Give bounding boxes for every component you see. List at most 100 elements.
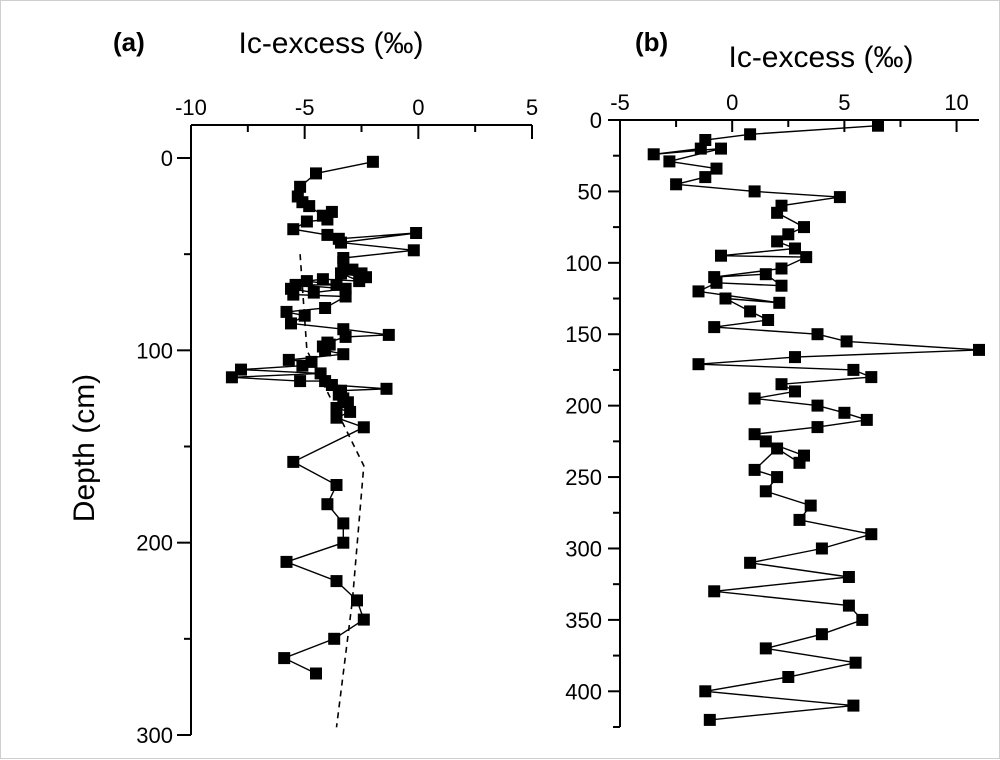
panel-b-y-tick-label: 0: [590, 108, 602, 133]
panel-a-data-point: [366, 155, 379, 168]
panel-a-y-axis-title: Depth (cm): [68, 374, 101, 522]
panel-a-data-point: [294, 375, 307, 388]
panel-a-data-point: [330, 575, 343, 588]
panel-a-data-point: [310, 167, 322, 180]
panel-b-data-point: [748, 392, 761, 405]
panel-b-data-point: [815, 542, 828, 555]
panel-b-data-point: [663, 155, 676, 168]
panel-a-data-point: [321, 213, 334, 226]
panel-a-data-point: [319, 344, 332, 357]
panel-a-data-point: [335, 267, 347, 280]
panel-a-data-point: [278, 652, 291, 665]
panel-b-data-point: [840, 335, 853, 348]
panel-a-x-tick-label: 0: [412, 95, 424, 120]
panel-b-data-point: [798, 221, 810, 234]
panel-a-data-point: [307, 286, 320, 299]
panel-b-data-point: [775, 378, 788, 391]
panel-a-data-point: [337, 255, 350, 268]
panel-b-label: (b): [635, 27, 668, 57]
panel-b-data-point: [703, 713, 716, 726]
panel-b-y-tick-label: 50: [578, 179, 602, 204]
panel-b-data-point: [699, 685, 712, 698]
panel-a-data-point: [287, 455, 300, 468]
panel-a-data-point: [351, 594, 363, 607]
panel-b-data-point: [744, 128, 757, 141]
panel-b-data-point: [833, 191, 846, 204]
panel-b-data-point: [762, 314, 775, 326]
panel-a-data-point: [335, 236, 347, 249]
panel-b-data-point: [789, 351, 801, 364]
panel-a-data-point: [316, 273, 329, 286]
panel-a-data-point: [410, 227, 423, 239]
panel-b-data-point: [782, 228, 795, 241]
panel-b-y-tick-label: 250: [565, 465, 602, 490]
panel-a-data-point: [282, 353, 295, 366]
panel-b-data-point: [847, 363, 860, 376]
panel-b-x-tick-label: 5: [838, 90, 850, 115]
panel-a-data-point: [235, 363, 247, 376]
panel-b-data-point: [865, 528, 878, 541]
panel-a-y-tick-label: 0: [161, 146, 173, 171]
panel-b-data-point: [811, 399, 824, 412]
panel-a-data-point: [298, 309, 311, 322]
panel-b-data-point: [748, 185, 761, 198]
panel-a-x-axis-title: Ic-excess (‰): [238, 27, 423, 60]
panel-a-data-point: [303, 200, 316, 213]
panel-b-x-tick-label: 10: [944, 90, 968, 115]
panel-b-data-point: [804, 499, 817, 512]
panel-b-y-tick-label: 300: [565, 536, 602, 561]
panel-a-data-point: [353, 275, 366, 288]
panel-b-data-point: [694, 142, 707, 155]
panel-b-data-point: [775, 279, 788, 292]
panel-b-data-point: [699, 171, 712, 184]
panel-a-data-point: [225, 371, 238, 384]
panel-b-data-point: [865, 371, 878, 384]
panel-b-data-point: [719, 292, 732, 305]
panel-b-y-tick-label: 350: [565, 608, 602, 633]
panel-b-data-point: [744, 305, 757, 318]
panel-b-data-point: [759, 642, 772, 655]
panel-b-x-tick-label: -5: [610, 90, 630, 115]
panel-a-data-point: [330, 479, 343, 491]
panel-b-data-point: [842, 571, 855, 583]
panel-a-data-point: [337, 517, 350, 530]
panel-a-y-tick-label: 200: [136, 531, 173, 556]
panel-b-data-point: [710, 162, 723, 175]
panel-b-data-point: [744, 556, 757, 569]
panel-b-data-point: [670, 178, 683, 191]
panel-b-data-point: [973, 343, 985, 356]
panel-b-data-point: [647, 148, 660, 161]
panel-b-data-point: [759, 268, 772, 281]
panel-b-data-point: [872, 119, 884, 132]
panel-a-data-point: [330, 278, 343, 291]
panel-b-data-point: [771, 471, 784, 484]
panel-a-data-point: [296, 359, 309, 372]
panel-b-data-point: [759, 485, 772, 498]
panel-b-data-point: [771, 206, 784, 219]
panel-a-data-point: [287, 223, 300, 236]
panel-a-y-tick-label: 300: [136, 723, 173, 748]
panel-a-trend-line: [299, 254, 365, 728]
panel-b-data-point: [771, 442, 784, 455]
panel-b-data-point: [710, 276, 723, 289]
panel-a-data-point: [325, 379, 338, 391]
panel-b-data-point: [789, 242, 801, 255]
panel-b-data-point: [782, 671, 795, 683]
panel-b-data-point: [775, 262, 788, 275]
panel-b-x-axis-title: Ic-excess (‰): [728, 41, 913, 74]
panel-b-data-point: [708, 321, 721, 334]
panel-a-data-point: [287, 288, 300, 301]
panel-b-data-point: [847, 699, 860, 712]
panel-a-data-point: [339, 290, 352, 303]
panel-b-data-point: [811, 421, 824, 434]
panel-a-data-point: [337, 536, 350, 549]
panel-a-x-tick-label: -5: [295, 95, 315, 120]
panel-b-data-point: [789, 385, 801, 398]
panel-a-x-tick-label: -10: [175, 95, 207, 120]
panel-a-data-point: [337, 348, 350, 361]
panel-a-data-point: [344, 405, 357, 418]
panel-b-data-point: [800, 251, 813, 264]
panel-a-data-point: [300, 215, 313, 228]
panel-b-data-point: [860, 413, 873, 426]
panel-b-data-point: [692, 285, 705, 298]
